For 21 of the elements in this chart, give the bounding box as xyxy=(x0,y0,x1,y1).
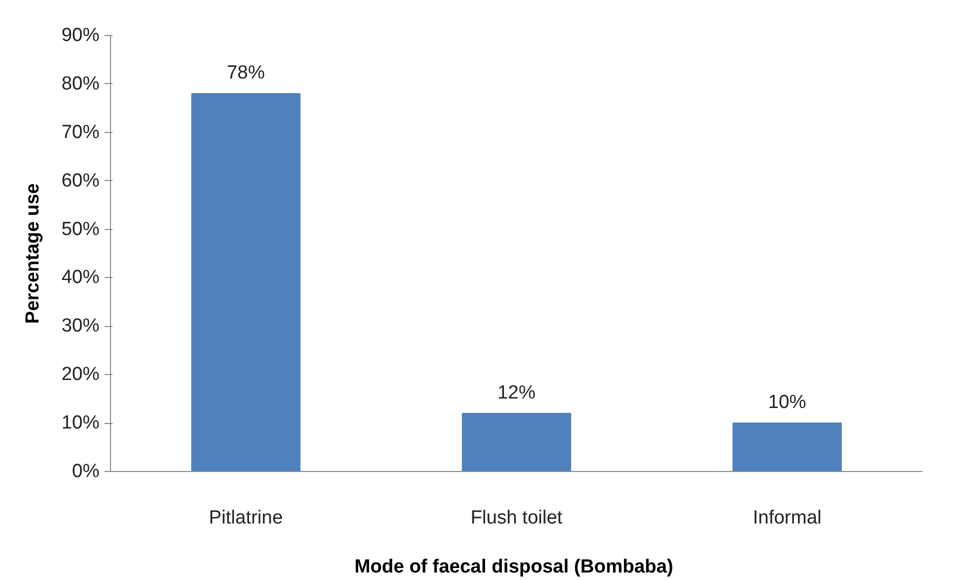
y-tick-label: 60% xyxy=(61,170,100,192)
data-label: 78% xyxy=(226,62,265,84)
y-tick-label: 20% xyxy=(61,364,100,386)
y-tick-label: 50% xyxy=(61,218,100,240)
bar xyxy=(462,412,572,472)
bar xyxy=(191,93,300,472)
bar xyxy=(732,422,842,472)
y-tick-label: 0% xyxy=(72,461,100,482)
y-tick-label: 40% xyxy=(61,267,100,288)
y-axis-title: Percentage use xyxy=(22,183,44,324)
x-tick-label: Flush toilet xyxy=(470,508,564,528)
y-tick-label: 80% xyxy=(61,73,100,94)
y-tick-label: 10% xyxy=(61,412,100,434)
x-tick-label: Informal xyxy=(752,508,822,528)
y-tick-label: 70% xyxy=(61,122,100,143)
data-label: 10% xyxy=(768,392,806,414)
x-axis-title: Mode of faecal disposal (Bombaba) xyxy=(354,556,674,578)
y-tick-label: 30% xyxy=(61,316,100,337)
y-tick-label: 90% xyxy=(61,25,100,46)
x-tick-label: Pitlatrine xyxy=(208,508,283,528)
data-label: 12% xyxy=(497,382,536,404)
